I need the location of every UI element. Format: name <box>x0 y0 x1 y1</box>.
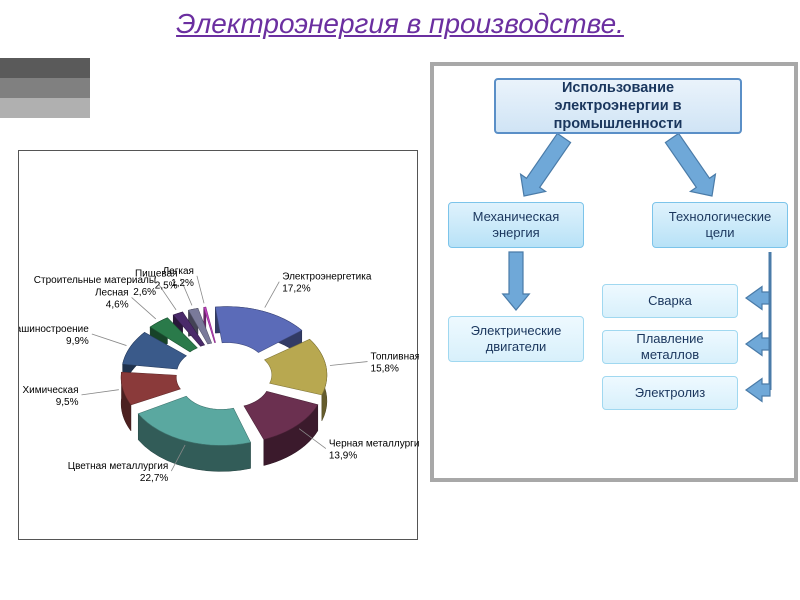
pie-label-value: 22,7% <box>140 473 168 484</box>
pie-label: Химическая <box>22 385 78 396</box>
diagram-arrow <box>746 379 770 402</box>
diagram-box-melt: Плавление металлов <box>602 330 738 364</box>
pie-label: Легкая <box>163 266 194 277</box>
pie-label-value: 9,5% <box>56 397 79 408</box>
diagram-box-label: Электрические двигатели <box>457 323 575 356</box>
pie-label-value: 4,6% <box>106 299 129 310</box>
pie-label-value: 13,9% <box>329 451 357 462</box>
pie-label: Топливная промышленность <box>371 352 419 363</box>
diagram-arrow <box>503 252 530 310</box>
pie-label-value: 1,2% <box>171 278 194 289</box>
stripe-2 <box>0 78 90 98</box>
diagram-box-mech: Механическая энергия <box>448 202 584 248</box>
pie-label: Электроэнергетика <box>282 272 372 283</box>
diagram-box-elec: Электролиз <box>602 376 738 410</box>
diagram-arrow <box>521 133 571 196</box>
diagram-box-main: Использование электроэнергии в промышлен… <box>494 78 742 134</box>
pie-chart-panel: Электроэнергетика17,2% Топливная промышле… <box>18 150 418 540</box>
diagram-arrow <box>746 333 770 356</box>
pie-label-value: 17,2% <box>282 284 310 295</box>
diagram-box-label: Электролиз <box>635 385 706 401</box>
diagram-box-label: Сварка <box>648 293 692 309</box>
stripe-3 <box>0 98 90 118</box>
diagram-arrow <box>746 287 770 310</box>
page-title: Электроэнергия в производстве. <box>0 8 800 40</box>
pie-label-value: 9,9% <box>66 336 89 347</box>
pie-chart: Электроэнергетика17,2% Топливная промышле… <box>19 151 419 541</box>
pie-label-value: 2,6% <box>133 287 156 298</box>
pie-label-value: 15,8% <box>371 364 399 375</box>
accent-stripes <box>0 58 90 118</box>
pie-slice <box>121 372 180 405</box>
pie-slice <box>265 339 327 395</box>
diagram-arrow <box>665 133 715 196</box>
title-text: Электроэнергия в производстве. <box>176 8 624 39</box>
diagram-box-label: Плавление металлов <box>611 331 729 364</box>
pie-label: Машиностроение <box>19 324 89 335</box>
diagram-box-label: Технологические цели <box>661 209 779 242</box>
diagram-box-weld: Сварка <box>602 284 738 318</box>
diagram-panel: Использование электроэнергии в промышлен… <box>430 62 798 482</box>
diagram-box-motors: Электрические двигатели <box>448 316 584 362</box>
diagram-box-label: Механическая энергия <box>457 209 575 242</box>
diagram-box-label: Использование электроэнергии в промышлен… <box>504 79 732 133</box>
pie-label: Черная металлургия <box>329 439 419 450</box>
pie-label: Лесная <box>95 287 129 298</box>
diagram-box-tech: Технологические цели <box>652 202 788 248</box>
stripe-1 <box>0 58 90 78</box>
pie-label: Цветная металлургия <box>68 461 169 472</box>
